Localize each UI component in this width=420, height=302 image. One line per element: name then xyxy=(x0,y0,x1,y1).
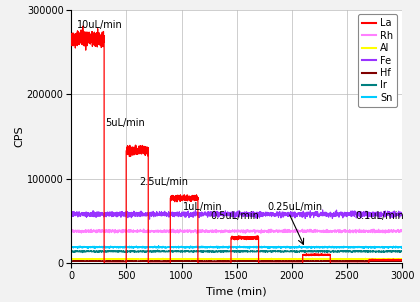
La xyxy=(397,258,402,262)
Sn xyxy=(106,246,111,249)
Hf xyxy=(126,259,131,263)
Line: Rh: Rh xyxy=(71,229,402,233)
Ir xyxy=(126,249,131,253)
Al xyxy=(106,257,111,261)
Fe xyxy=(106,214,111,218)
Text: 5uL/min: 5uL/min xyxy=(105,118,145,128)
Y-axis label: CPS: CPS xyxy=(14,126,24,147)
Rh xyxy=(106,229,111,233)
Hf xyxy=(358,259,363,263)
Text: 0.1uL/min: 0.1uL/min xyxy=(356,211,404,221)
Ir xyxy=(80,251,85,255)
Hf xyxy=(197,259,202,262)
Al xyxy=(210,257,215,261)
Rh xyxy=(126,228,131,232)
Ir xyxy=(358,250,363,253)
Text: 10uL/min: 10uL/min xyxy=(77,20,123,30)
Sn xyxy=(156,244,161,247)
Fe xyxy=(210,215,215,219)
Sn xyxy=(210,246,215,249)
Ir xyxy=(155,248,160,252)
Hf xyxy=(347,260,352,264)
La xyxy=(146,147,151,151)
Sn xyxy=(196,245,201,249)
La xyxy=(400,258,405,262)
Fe xyxy=(320,208,325,212)
Hf xyxy=(196,259,201,263)
La xyxy=(102,262,107,265)
Rh xyxy=(210,229,215,233)
Rh xyxy=(400,229,405,233)
Rh xyxy=(141,227,146,231)
Fe xyxy=(147,217,152,221)
Al xyxy=(305,258,310,262)
La xyxy=(147,262,152,265)
Text: 0.25uL/min: 0.25uL/min xyxy=(268,202,323,212)
Al xyxy=(358,258,363,261)
Hf xyxy=(394,259,399,263)
Hf xyxy=(210,259,215,263)
Fe xyxy=(126,210,131,214)
Fe xyxy=(196,212,201,216)
Sn xyxy=(247,247,252,251)
Rh xyxy=(196,230,201,233)
Hf xyxy=(106,259,111,263)
Rh xyxy=(358,230,363,233)
Al xyxy=(394,257,399,261)
La xyxy=(69,36,74,39)
Ir xyxy=(69,249,74,253)
Rh xyxy=(69,229,74,233)
La xyxy=(194,196,199,199)
Sn xyxy=(400,246,405,249)
Fe xyxy=(400,212,405,216)
La xyxy=(80,24,85,28)
Ir xyxy=(107,249,112,252)
La xyxy=(149,262,154,265)
Legend: La, Rh, Al, Fe, Hf, Ir, Sn: La, Rh, Al, Fe, Hf, Ir, Sn xyxy=(358,14,397,107)
Line: Hf: Hf xyxy=(71,261,402,262)
Rh xyxy=(258,231,263,235)
Ir xyxy=(394,249,399,253)
Line: Fe: Fe xyxy=(71,210,402,219)
Sn xyxy=(358,245,363,249)
Ir xyxy=(400,249,405,253)
Line: Sn: Sn xyxy=(71,246,402,249)
Text: 2.5uL/min: 2.5uL/min xyxy=(139,178,189,188)
Text: 1uL/min: 1uL/min xyxy=(183,202,222,212)
Hf xyxy=(400,259,405,263)
Rh xyxy=(394,230,399,233)
Sn xyxy=(394,246,399,249)
Line: Ir: Ir xyxy=(71,250,402,253)
La xyxy=(217,262,222,265)
Ir xyxy=(210,250,215,253)
Fe xyxy=(69,213,74,216)
Sn xyxy=(126,245,131,249)
Sn xyxy=(69,245,74,249)
Al xyxy=(160,256,165,260)
Fe xyxy=(394,213,399,217)
Al xyxy=(126,257,131,261)
Fe xyxy=(358,214,363,217)
X-axis label: Time (min): Time (min) xyxy=(206,286,267,297)
Line: Al: Al xyxy=(71,258,402,260)
Al xyxy=(400,257,405,261)
Line: La: La xyxy=(71,26,402,263)
Al xyxy=(196,257,201,261)
Text: 0.5uL/min: 0.5uL/min xyxy=(210,211,259,221)
Al xyxy=(69,257,74,261)
Ir xyxy=(196,249,201,253)
Hf xyxy=(69,259,74,263)
